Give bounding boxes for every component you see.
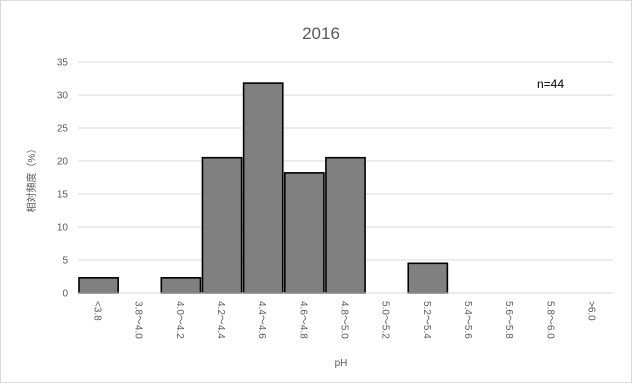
- x-tick-label: 5.0～5.2: [380, 301, 391, 339]
- x-tick-label: 4.6～4.8: [297, 301, 308, 339]
- x-tick-label: 4.2～4.4: [215, 301, 226, 339]
- y-tick-label: 5: [62, 256, 68, 267]
- x-tick-label: 5.2～5.4: [421, 301, 432, 339]
- bars: [78, 82, 449, 294]
- bar-4: [242, 82, 284, 294]
- x-tick-label: 3.8～4.0: [133, 301, 144, 339]
- chart-title: 2016: [302, 24, 340, 43]
- x-tick-label: 5.4～5.6: [462, 301, 473, 339]
- y-tick-label: 10: [57, 223, 69, 234]
- bar-8: [407, 262, 449, 294]
- y-tick-labels: 0 5 10 15 20 25 30 35: [57, 58, 69, 300]
- y-tick-label: 35: [57, 58, 69, 69]
- y-tick-label: 20: [57, 157, 69, 168]
- y-tick-label: 15: [57, 190, 69, 201]
- y-tick-label: 0: [62, 289, 68, 300]
- bar-3: [201, 156, 243, 294]
- bar-0: [78, 277, 119, 294]
- x-tick-label: 4.4～4.6: [256, 301, 267, 339]
- x-tick-label: 5.8～6.0: [544, 301, 555, 339]
- x-tick-label: >6.0: [585, 301, 596, 321]
- x-axis-label: pH: [335, 358, 348, 369]
- bar-6: [325, 156, 366, 294]
- bar-5: [283, 172, 325, 294]
- bar-2: [160, 277, 202, 294]
- x-tick-label: 5.6～5.8: [503, 301, 514, 339]
- x-tick-label: <3.8: [92, 301, 103, 321]
- x-tick-label: 4.0～4.2: [174, 301, 185, 339]
- y-tick-label: 25: [57, 124, 69, 135]
- x-tick-label: 4.8～5.0: [339, 301, 350, 339]
- sample-size-annotation: n=44: [537, 77, 564, 91]
- y-axis-label: 相対頻度（%）: [25, 144, 38, 213]
- x-tick-labels: <3.8 3.8～4.0 4.0～4.2 4.2～4.4 4.4～4.6 4.6～4.8 4…: [92, 301, 597, 339]
- y-tick-label: 30: [57, 91, 69, 102]
